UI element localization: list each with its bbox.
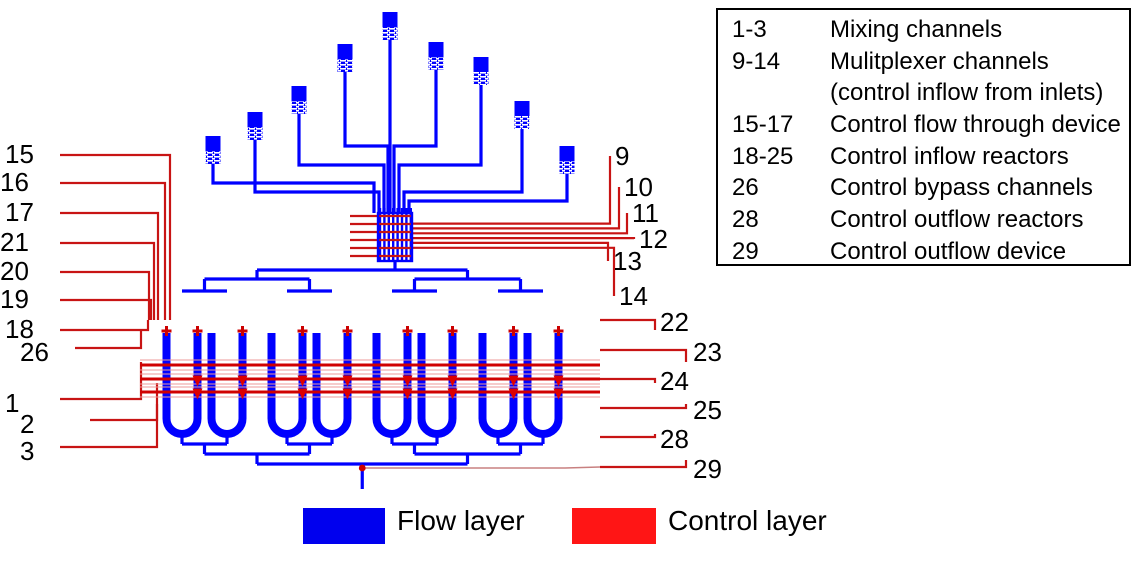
svg-text:17: 17 [5, 197, 34, 227]
svg-text:24: 24 [660, 366, 689, 396]
svg-text:26: 26 [20, 337, 49, 367]
svg-text:19: 19 [0, 284, 29, 314]
svg-text:9: 9 [615, 141, 629, 171]
svg-text:28: 28 [660, 424, 689, 454]
svg-text:1: 1 [5, 388, 19, 418]
svg-text:25: 25 [693, 395, 722, 425]
svg-text:3: 3 [20, 436, 34, 466]
svg-text:23: 23 [693, 337, 722, 367]
svg-text:16: 16 [0, 167, 29, 197]
svg-text:20: 20 [0, 256, 29, 286]
svg-text:2: 2 [20, 409, 34, 439]
svg-text:29: 29 [693, 454, 722, 484]
svg-text:14: 14 [619, 281, 648, 311]
svg-text:15: 15 [5, 139, 34, 169]
svg-text:21: 21 [0, 227, 29, 257]
svg-text:13: 13 [613, 246, 642, 276]
svg-text:12: 12 [639, 224, 668, 254]
svg-text:22: 22 [660, 307, 689, 337]
